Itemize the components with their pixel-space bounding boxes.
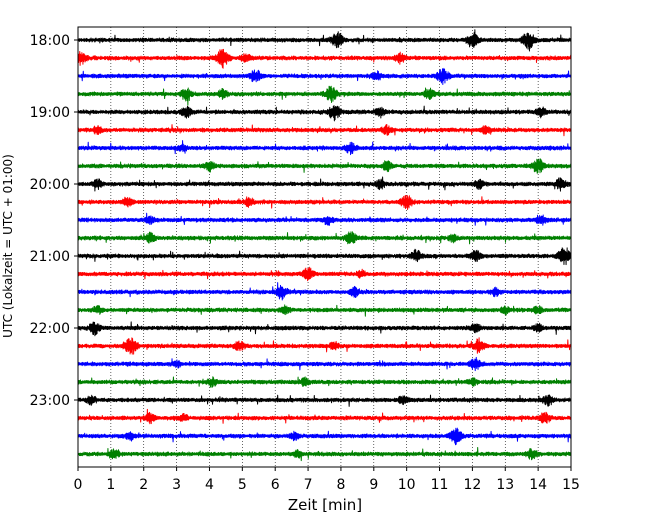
x-tick-label: 8	[336, 477, 345, 493]
x-tick-label: 7	[304, 477, 313, 493]
trace-1900	[77, 105, 572, 122]
trace-2315	[77, 408, 572, 425]
trace-2115	[77, 266, 572, 282]
x-tick-label: 13	[496, 477, 514, 493]
x-tick-label: 12	[463, 477, 481, 493]
trace-2130	[77, 282, 572, 301]
x-tick-label: 1	[106, 477, 115, 493]
trace-1845	[77, 85, 572, 106]
trace-2015	[77, 195, 572, 210]
trace-2030	[77, 212, 572, 226]
trace-1945	[77, 158, 572, 174]
x-axis-label: Zeit [min]	[288, 496, 362, 514]
y-axis-ticks: 18:00 19:00 20:00 21:00 22:00 23:00	[30, 33, 78, 409]
x-tick-label: 10	[398, 477, 416, 493]
minute-grid	[110, 27, 539, 467]
trace-1930	[77, 140, 572, 156]
y-tick-label: 21:00	[30, 249, 70, 265]
trace-1815	[77, 48, 572, 69]
x-tick-label: 4	[205, 477, 214, 493]
trace-2045	[77, 231, 572, 245]
trace-1830	[77, 67, 572, 85]
trace-2200	[77, 321, 572, 337]
trace-2100	[77, 247, 572, 266]
y-axis-label: UTC (Lokalzeit = UTC + 01:00)	[1, 154, 15, 338]
trace-2330	[77, 427, 572, 446]
y-tick-label: 20:00	[30, 177, 70, 193]
trace-2300	[77, 394, 572, 407]
trace-1915	[77, 123, 572, 137]
trace-2000	[77, 176, 572, 192]
y-tick-label: 23:00	[30, 393, 70, 409]
x-tick-label: 15	[562, 477, 580, 493]
trace-1800	[77, 29, 572, 52]
x-tick-label: 2	[139, 477, 148, 493]
x-tick-label: 5	[238, 477, 247, 493]
trace-2245	[77, 376, 572, 388]
x-tick-label: 9	[369, 477, 378, 493]
seismic-traces	[77, 29, 572, 462]
x-tick-label: 0	[74, 477, 83, 493]
trace-2215	[77, 337, 572, 355]
x-axis-ticks: 0 1 2 3 4 5 6 7 8 9 10 11 12 13 14 15	[74, 467, 580, 493]
x-tick-label: 3	[172, 477, 181, 493]
trace-2345	[77, 447, 572, 462]
y-tick-label: 19:00	[30, 105, 70, 121]
plot-frame	[77, 26, 572, 468]
trace-2230	[77, 356, 572, 372]
trace-2145	[77, 304, 572, 317]
y-tick-label: 22:00	[30, 321, 70, 337]
x-tick-label: 6	[271, 477, 280, 493]
x-tick-label: 11	[431, 477, 449, 493]
x-tick-label: 14	[529, 477, 547, 493]
y-tick-label: 18:00	[30, 33, 70, 49]
